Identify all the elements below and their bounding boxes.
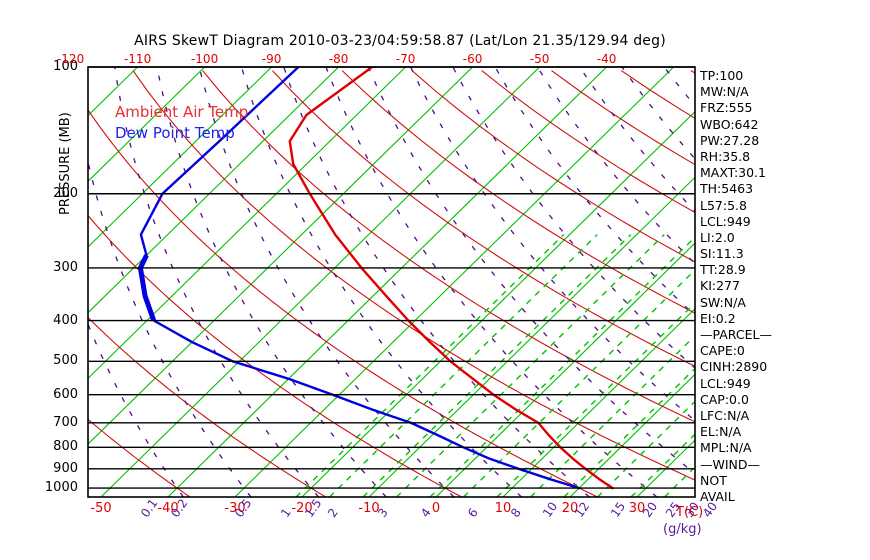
stat-si: SI:11.3 xyxy=(700,246,744,262)
pressure-tick-600: 600 xyxy=(53,386,78,402)
stat-tt: TT:28.9 xyxy=(700,262,746,278)
x-axis-label-mixing-ratio: (g/kg) xyxy=(663,522,702,537)
bottom-temp-tick--10: -10 xyxy=(358,501,380,516)
stat-wind2: AVAIL xyxy=(700,488,735,504)
statistics-panel: TP:100 MW:N/A FRZ:555 WBO:642 PW:27.28 RH:35.… xyxy=(700,68,866,505)
bottom-temp-tick-10: 10 xyxy=(494,501,512,516)
pressure-tick-800: 800 xyxy=(53,439,78,455)
stat-lcl: LCL:949 xyxy=(700,213,751,229)
pressure-tick-200: 200 xyxy=(53,185,78,201)
pressure-tick-500: 500 xyxy=(53,353,78,369)
top-temp-tick--120: -120 xyxy=(56,52,85,66)
stat-mw: MW:N/A xyxy=(700,84,749,100)
stat-el: EL:N/A xyxy=(700,424,742,440)
pressure-tick-1000: 1000 xyxy=(44,480,78,496)
pressure-tick-300: 300 xyxy=(53,259,78,275)
bottom-temp-tick--50: -50 xyxy=(90,501,112,516)
stat-cinh: CINH:2890 xyxy=(700,359,768,375)
stat-th: TH:5463 xyxy=(700,181,754,197)
top-temp-tick--110: -110 xyxy=(123,52,152,66)
x-axis-label-temperature: T(C) xyxy=(676,505,704,520)
stat-mpl: MPL:N/A xyxy=(700,440,752,456)
stat-ei: EI:0.2 xyxy=(700,310,736,326)
top-temp-tick--40: -40 xyxy=(596,52,617,66)
stat-wbo: WBO:642 xyxy=(700,116,759,132)
stat-header2: —WIND— xyxy=(700,456,761,472)
top-temp-tick--80: -80 xyxy=(328,52,349,66)
top-temp-tick--70: -70 xyxy=(395,52,416,66)
stat-lfc: LFC:N/A xyxy=(700,407,750,423)
stat-frz: FRZ:555 xyxy=(700,100,753,116)
stat-cap: CAP:0.0 xyxy=(700,391,749,407)
stat-li: LI:2.0 xyxy=(700,229,735,245)
page-title: AIRS SkewT Diagram 2010-03-23/04:59:58.8… xyxy=(134,33,666,49)
pressure-tick-700: 700 xyxy=(53,414,78,430)
bottom-temp-tick--20: -20 xyxy=(291,501,313,516)
bottom-temp-tick--30: -30 xyxy=(224,501,246,516)
pressure-tick-900: 900 xyxy=(53,460,78,476)
top-temp-tick--90: -90 xyxy=(261,52,282,66)
bottom-temp-tick--40: -40 xyxy=(157,501,179,516)
pressure-tick-400: 400 xyxy=(53,312,78,328)
top-temp-tick--60: -60 xyxy=(462,52,483,66)
top-temp-tick--50: -50 xyxy=(529,52,550,66)
stat-header: —PARCEL— xyxy=(700,327,772,342)
top-temp-tick--100: -100 xyxy=(190,52,219,66)
legend-dew-point-temp: Dew Point Temp xyxy=(115,124,235,142)
bottom-temp-tick-0: 0 xyxy=(431,501,441,516)
legend-ambient-air-temp: Ambient Air Temp xyxy=(115,103,249,121)
stat-rh: RH:35.8 xyxy=(700,148,751,164)
stat-lcl-parcel: LCL:949 xyxy=(700,375,751,391)
stat-l57: L57:5.8 xyxy=(700,197,747,213)
stat-pw: PW:27.28 xyxy=(700,132,760,148)
stat-ki: KI:277 xyxy=(700,278,740,294)
stat-tp: TP:100 xyxy=(700,68,744,83)
stat-cape: CAPE:0 xyxy=(700,343,745,359)
stat-wind1: NOT xyxy=(700,472,727,488)
bottom-temp-tick-30: 30 xyxy=(628,501,646,516)
bottom-temp-tick-20: 20 xyxy=(561,501,579,516)
stat-maxt: MAXT:30.1 xyxy=(700,165,766,181)
stat-sw: SW:N/A xyxy=(700,294,746,310)
pressure-tick-100: 100 xyxy=(53,59,78,74)
